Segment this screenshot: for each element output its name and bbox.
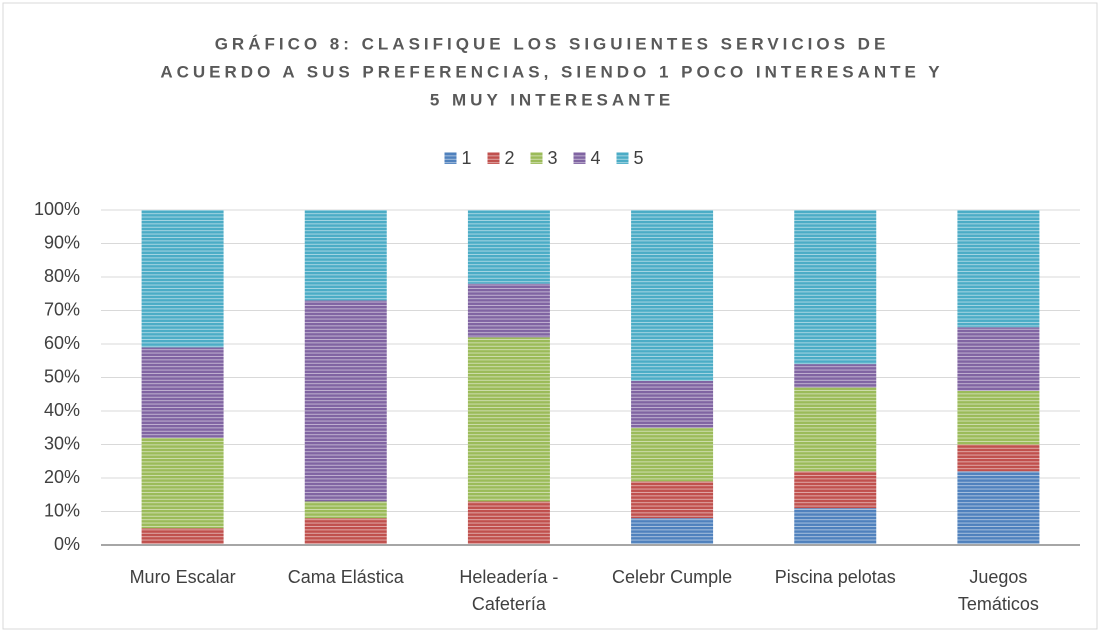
bar-segment [957,471,1040,545]
y-tick-label: 90% [44,232,80,252]
bar-segment [631,481,714,519]
x-tick-label: Juegos Temáticos [958,567,1039,614]
bar-segment [141,347,224,438]
bar-segment [141,437,224,529]
bar-segment [794,210,877,365]
bar-segment [304,518,387,545]
x-tick-label: Piscina pelotas [775,567,896,587]
bar-segment [304,300,387,502]
bar-segment [141,528,224,545]
legend-swatch [487,152,500,164]
bar-segment [794,387,877,472]
legend-label: 4 [591,148,601,168]
bar-segment [794,471,877,509]
legend-swatch [444,152,457,164]
bar-segment [631,210,714,381]
legend-swatch [573,152,586,164]
bar-segment [794,364,877,388]
legend-label: 1 [462,148,472,168]
x-tick-label: Celebr Cumple [612,567,732,587]
bar-segment [631,380,714,428]
bar-segment [467,337,550,502]
legend-label: 2 [505,148,515,168]
x-tick-label: Heleadería -Cafetería [459,567,558,614]
bar-segment [957,327,1040,391]
bar-segment [467,501,550,545]
bar-segment [957,444,1040,472]
legend-swatch [616,152,629,164]
bar-segment [794,508,877,545]
chart-title: 5 MUY INTERESANTE [430,90,674,109]
bar-segment [631,427,714,482]
legend-label: 3 [548,148,558,168]
bar-segment [957,210,1040,328]
bar-segment [304,210,387,301]
bar-segment [141,210,224,348]
y-tick-label: 70% [44,299,80,319]
y-tick-label: 100% [34,199,80,219]
legend-swatch [530,152,543,164]
bar-segment [957,390,1040,445]
x-tick-label: Muro Escalar [130,567,236,587]
chart-title: GRÁFICO 8: CLASIFIQUE LOS SIGUIENTES SER… [215,34,890,53]
y-tick-label: 20% [44,467,80,487]
legend-label: 5 [634,148,644,168]
y-tick-label: 60% [44,333,80,353]
y-tick-label: 0% [54,534,80,554]
y-tick-label: 80% [44,266,80,286]
y-tick-label: 30% [44,433,80,453]
y-tick-label: 10% [44,500,80,520]
bar-segment [467,283,550,338]
bar-segment [467,210,550,284]
bar-segment [304,501,387,519]
chart-title: ACUERDO A SUS PREFERENCIAS, SIENDO 1 POC… [160,62,943,81]
y-tick-label: 40% [44,400,80,420]
x-tick-label: Cama Elástica [288,567,405,587]
bar-segment [631,518,714,545]
y-tick-label: 50% [44,366,80,386]
